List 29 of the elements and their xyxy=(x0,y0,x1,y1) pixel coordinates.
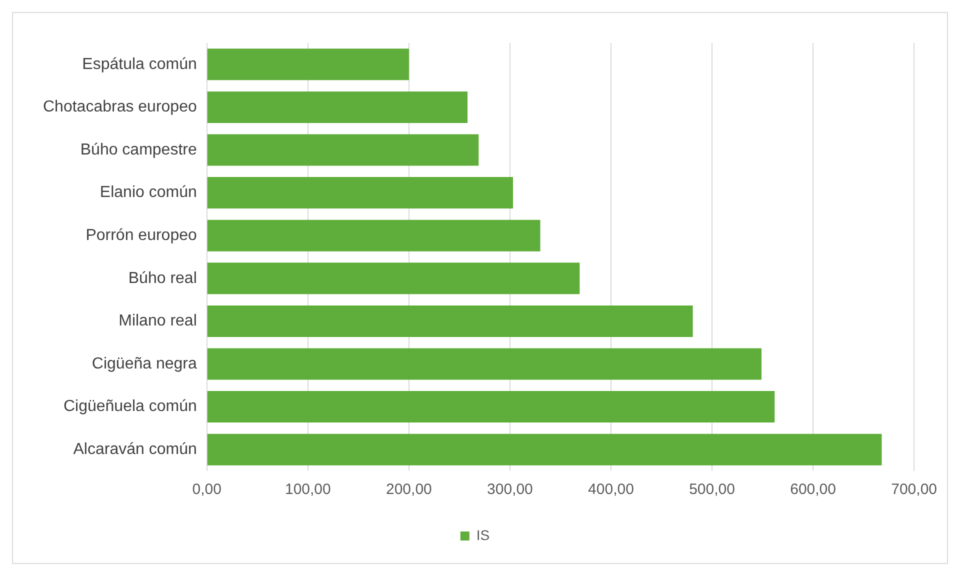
y-tick-label: Milano real xyxy=(118,312,197,330)
y-tick-label: Cigüeña negra xyxy=(92,355,197,372)
bar xyxy=(207,134,479,166)
x-tick-label: 400,00 xyxy=(588,481,634,498)
bar xyxy=(207,391,775,423)
x-tick-label: 700,00 xyxy=(891,481,938,498)
bar xyxy=(207,177,513,209)
x-tick-label: 500,00 xyxy=(689,481,735,498)
bar xyxy=(207,434,882,466)
y-tick-label: Elanio común xyxy=(100,184,197,202)
y-tick-label: Chotacabras europeo xyxy=(42,98,197,116)
legend-label: IS xyxy=(476,526,490,543)
bar xyxy=(207,91,468,123)
x-tick-label: 100,00 xyxy=(284,481,331,498)
x-tick-label: 200,00 xyxy=(386,481,432,498)
y-tick-label: Alcaraván común xyxy=(73,441,197,458)
y-tick-label: Porrón europeo xyxy=(86,227,197,244)
y-tick-label: Cigüeñuela común xyxy=(63,398,197,416)
y-tick-label: Búho campestre xyxy=(80,141,197,158)
x-tick-label: 300,00 xyxy=(487,481,533,498)
y-tick-label: Búho real xyxy=(128,270,197,287)
bar xyxy=(207,305,693,337)
y-tick-label: Espátula común xyxy=(82,56,197,73)
bar xyxy=(207,348,762,380)
bar xyxy=(207,48,409,80)
x-tick-label: 0,00 xyxy=(192,481,222,498)
bar xyxy=(207,220,540,252)
bar xyxy=(207,262,580,294)
x-tick-label: 600,00 xyxy=(790,481,836,498)
